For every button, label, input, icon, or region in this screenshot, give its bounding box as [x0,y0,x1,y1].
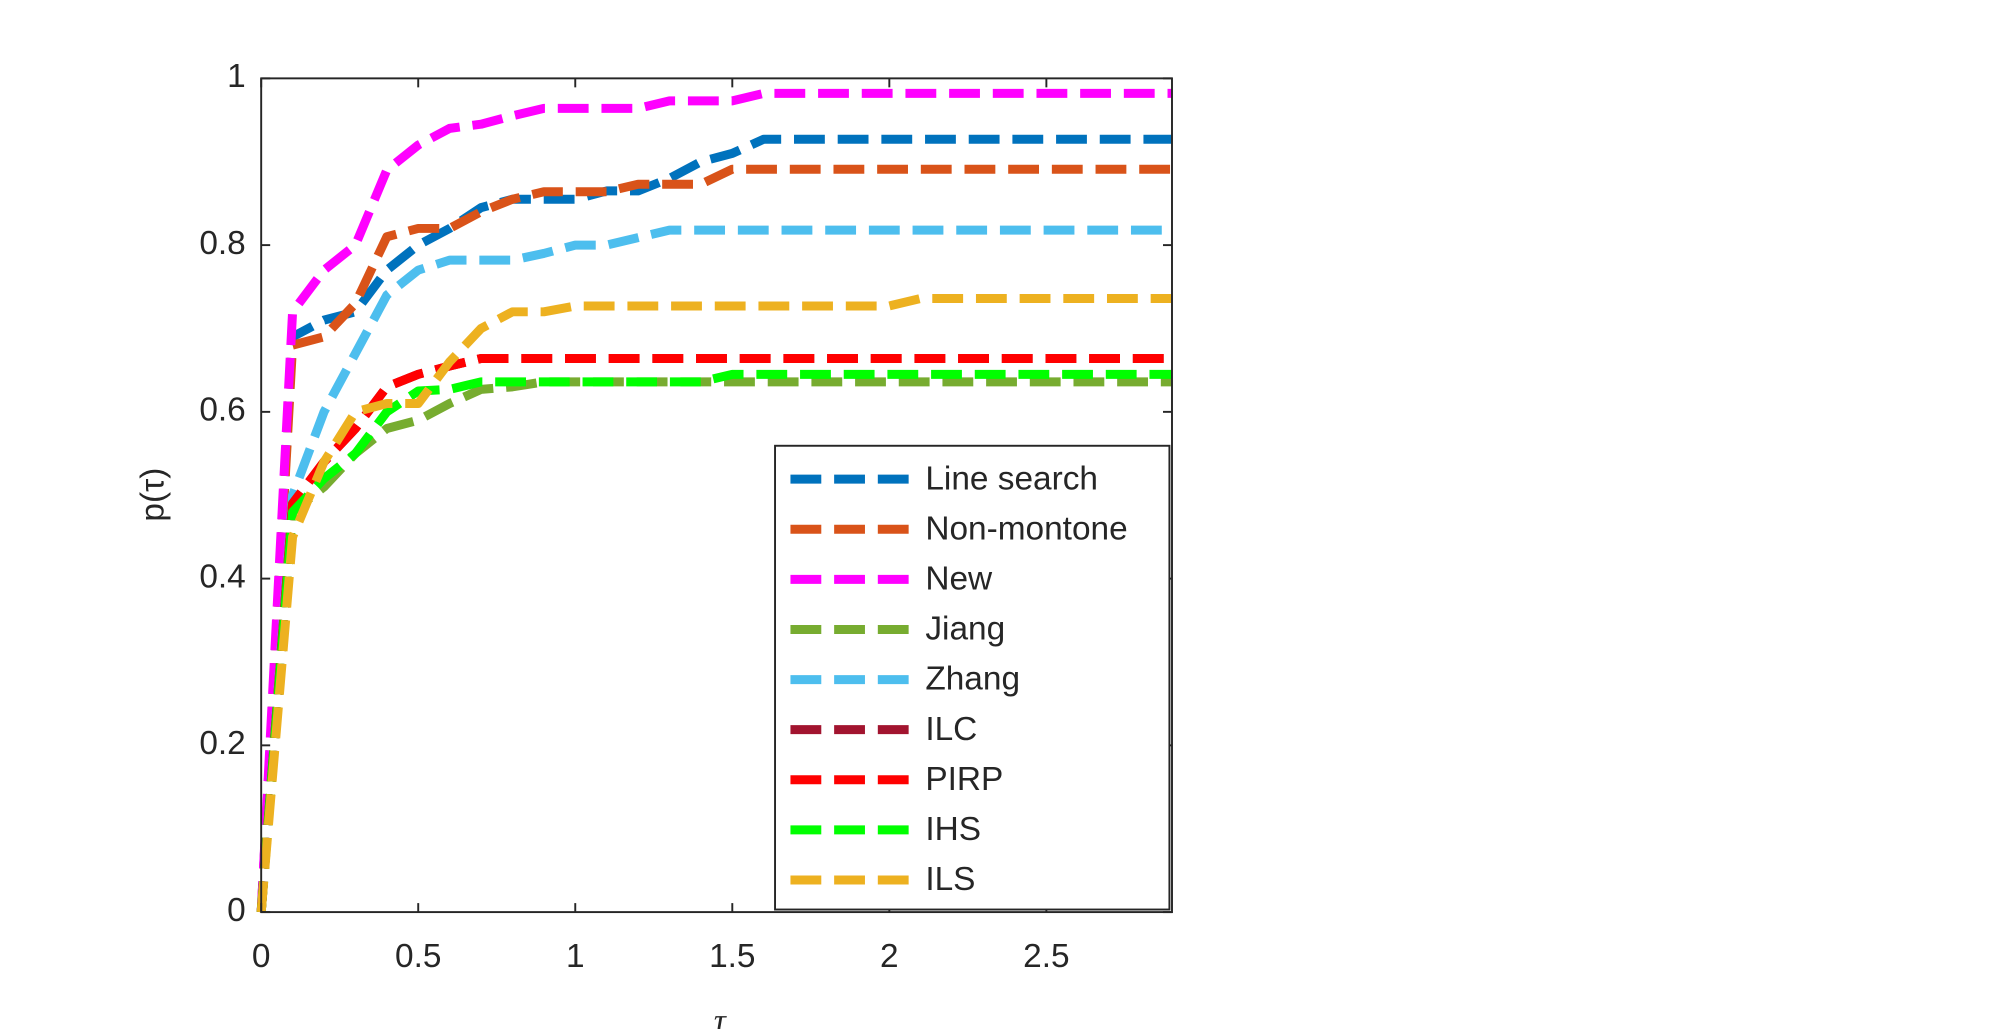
legend: Line search Non-montone New Jiang Zhang ILC PI… [774,444,1171,911]
legend-label: Zhang [925,661,1020,698]
legend-label: ILS [925,861,975,898]
y-axis-label: p(τ) [134,468,171,522]
y-tick-label: 0 [227,892,246,929]
x-tick-label: 0 [252,938,271,975]
legend-label: Jiang [925,611,1005,648]
plot-frame [260,77,1173,914]
legend-label: PIRP [925,761,1003,798]
x-tick-label: 2.5 [1023,938,1069,975]
series-line [256,369,1172,913]
legend-label: IHS [925,811,981,848]
y-tick-label: 0.2 [199,725,245,762]
y-tick-label: 0.4 [199,558,245,595]
legend-label: New [925,560,993,597]
series-line [256,164,1172,913]
series-line [256,88,1172,913]
x-tick-label: 2 [880,938,899,975]
x-tick-label: 1.5 [709,938,755,975]
series-line [256,225,1172,913]
y-tick-label: 0.8 [199,225,245,262]
y-tick-label: 0.6 [199,392,245,429]
legend-label: ILC [925,711,977,748]
y-tick-label: 1 [227,58,246,95]
legend-label: Line search [925,460,1098,497]
legend-label: Non-montone [925,510,1127,547]
x-tick-label: 1 [566,938,585,975]
x-tick-label: 0.5 [395,938,441,975]
series-line [256,293,1172,913]
x-axis-label: τ [714,1003,727,1029]
